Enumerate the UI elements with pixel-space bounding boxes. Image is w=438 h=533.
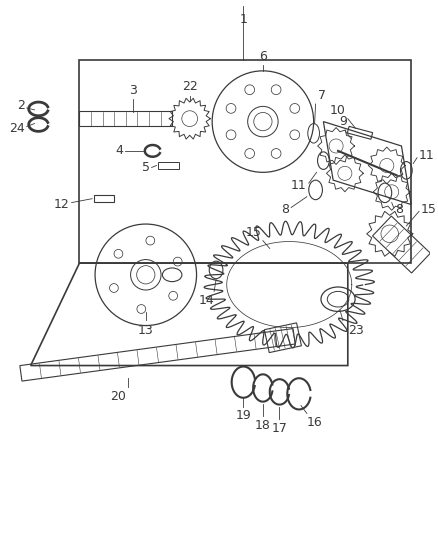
Bar xyxy=(157,161,179,169)
Text: 15: 15 xyxy=(245,225,261,239)
Bar xyxy=(346,126,372,139)
Text: 15: 15 xyxy=(420,203,436,216)
Text: 7: 7 xyxy=(317,89,325,102)
Text: 22: 22 xyxy=(181,80,197,93)
Text: 17: 17 xyxy=(271,422,287,435)
Text: 2: 2 xyxy=(17,99,25,111)
Text: 16: 16 xyxy=(306,416,322,429)
Text: 11: 11 xyxy=(418,149,434,162)
Text: 1: 1 xyxy=(239,13,247,26)
Bar xyxy=(94,195,113,201)
Text: 6: 6 xyxy=(258,50,266,63)
Text: 9: 9 xyxy=(338,116,346,128)
Text: 18: 18 xyxy=(254,419,270,432)
Text: 5: 5 xyxy=(141,161,149,174)
Text: 19: 19 xyxy=(235,409,251,423)
Text: 10: 10 xyxy=(329,104,345,117)
Text: 23: 23 xyxy=(347,324,363,336)
Text: 14: 14 xyxy=(198,294,214,308)
Text: 13: 13 xyxy=(138,324,153,336)
Text: 4: 4 xyxy=(115,144,123,157)
Text: 8: 8 xyxy=(395,203,403,216)
Text: 20: 20 xyxy=(110,390,126,403)
Text: 24: 24 xyxy=(9,122,25,135)
Text: 8: 8 xyxy=(281,203,289,216)
Text: 11: 11 xyxy=(290,179,306,191)
Text: 3: 3 xyxy=(129,84,137,97)
Text: 12: 12 xyxy=(54,198,70,211)
